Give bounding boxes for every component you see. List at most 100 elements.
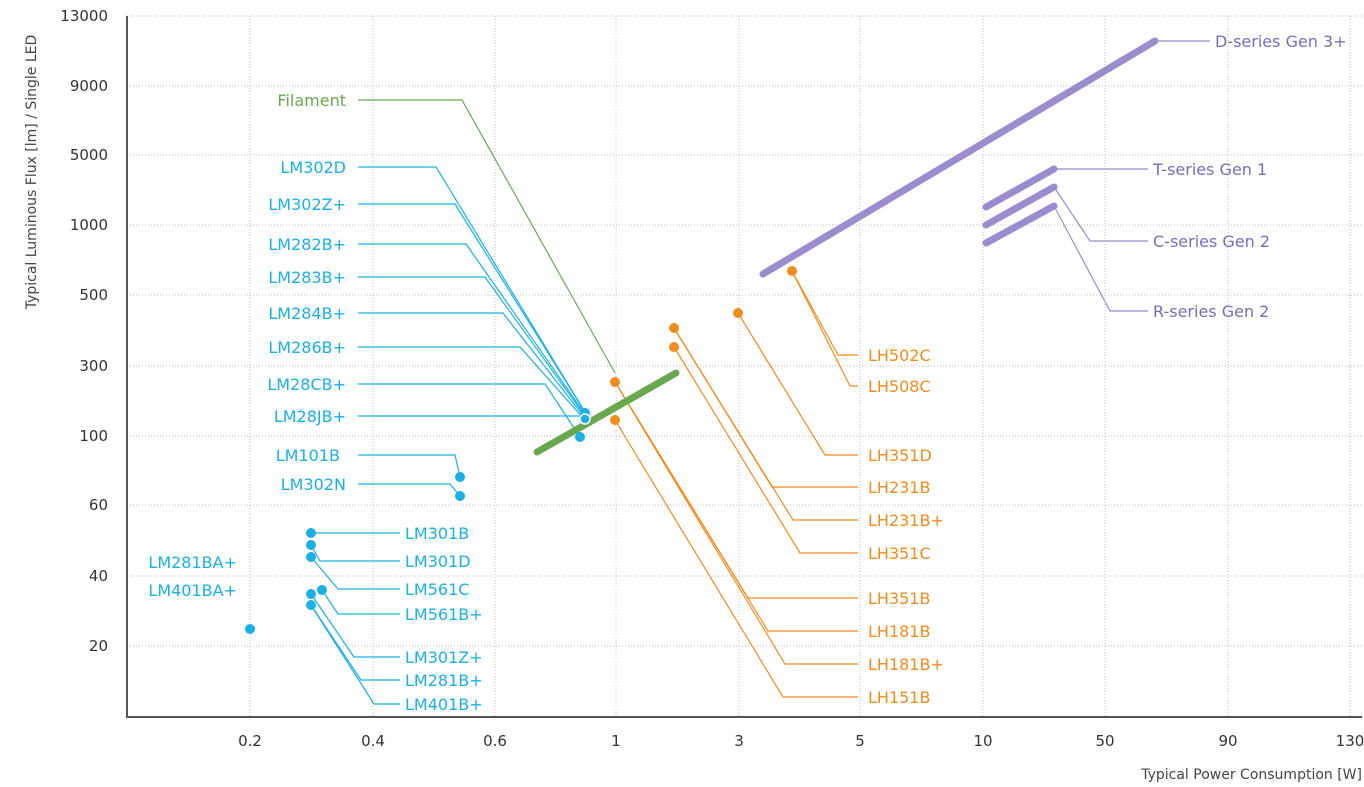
- lm284b-leader: [358, 312, 586, 419]
- lh181b-label: LH181B: [868, 622, 930, 641]
- x-axis-title: Typical Power Consumption [W]: [1140, 767, 1362, 783]
- lm301z-point: [306, 589, 316, 599]
- lm281b-point: [306, 600, 316, 610]
- lm284b-label: LM284B+: [268, 304, 346, 323]
- lh351d-leader: [737, 312, 858, 456]
- x-tick-label: 1: [611, 732, 621, 750]
- leader-lines: [310, 40, 1210, 705]
- lm101b-label: LM101B: [276, 446, 340, 465]
- r-series-leader: [1053, 205, 1148, 312]
- lm302n-leader: [358, 483, 461, 497]
- lm283b-label: LM283B+: [268, 268, 346, 287]
- axes: [126, 16, 1362, 718]
- lm302n-point: [455, 491, 465, 501]
- tick-labels: 0.2 0.4 0.6 1 3 5 10 50 90 130 13000 9000 5000 1000 50…: [60, 7, 1364, 750]
- lh231b-point: [669, 323, 679, 333]
- filament-bar: [533, 369, 680, 456]
- lm28x-cluster-point: [579, 413, 591, 425]
- c-series-bar: [982, 183, 1058, 229]
- lm401b-leader: [310, 604, 400, 705]
- lh351c-point: [669, 342, 679, 352]
- x-tick-label: 0.4: [361, 732, 385, 750]
- lh151b-point: [610, 415, 620, 425]
- lm301z-leader: [310, 593, 400, 658]
- lm282b-label: LM282B+: [268, 235, 346, 254]
- x-tick-label: 10: [973, 732, 992, 750]
- x-tick-label: 50: [1095, 732, 1114, 750]
- x-tick-label: 5: [855, 732, 865, 750]
- y-tick-label: 13000: [60, 7, 108, 25]
- lm301b-point: [306, 528, 316, 538]
- lm101b-leader: [358, 454, 461, 478]
- grid: [127, 15, 1362, 717]
- lh231bp-label: LH231B+: [868, 511, 944, 530]
- y-tick-label: 500: [79, 286, 108, 304]
- data-labels: Filament D-series Gen 3+ T-series Gen 1 C-s…: [148, 32, 1346, 714]
- y-axis-title: Typical Luminous Flux [lm] / Single LED: [24, 35, 40, 311]
- lh508c-label: LH508C: [868, 377, 931, 396]
- lm302z-leader: [358, 203, 586, 413]
- lh181bp-label: LH181B+: [868, 655, 944, 674]
- y-tick-label: 1000: [70, 216, 108, 234]
- lh181b-point: [610, 377, 620, 387]
- x-tick-label: 0.2: [238, 732, 262, 750]
- range-bars: [533, 37, 1159, 456]
- data-points: [245, 266, 797, 634]
- y-tick-label: 60: [89, 496, 108, 514]
- x-tick-label: 90: [1218, 732, 1237, 750]
- y-tick-label: 5000: [70, 146, 108, 164]
- y-tick-label: 40: [89, 567, 108, 585]
- lh151b-label: LH151B: [868, 688, 930, 707]
- lm286b-label: LM286B+: [268, 338, 346, 357]
- lm561c-point: [306, 552, 316, 562]
- lm302z-label: LM302Z+: [268, 195, 346, 214]
- lh502c-point: [787, 266, 797, 276]
- lh351d-label: LH351D: [868, 446, 932, 465]
- c-series-leader: [1053, 186, 1148, 242]
- x-tick-label: 3: [734, 732, 744, 750]
- lm301d-point: [306, 540, 316, 550]
- r-series-label: R-series Gen 2: [1153, 302, 1269, 321]
- lm101b-point: [455, 472, 465, 482]
- d-series-label: D-series Gen 3+: [1215, 32, 1347, 51]
- x-tick-label: 130: [1336, 732, 1364, 750]
- d-series-bar: [759, 37, 1159, 278]
- lm28cb-label: LM28CB+: [267, 375, 346, 394]
- lh351c-label: LH351C: [868, 544, 931, 563]
- c-series-label: C-series Gen 2: [1153, 232, 1270, 251]
- y-tick-label: 300: [79, 357, 108, 375]
- lm302d-label: LM302D: [280, 158, 346, 177]
- lh351d-point: [733, 308, 743, 318]
- t-series-label: T-series Gen 1: [1152, 160, 1267, 179]
- lh231bp-leader: [673, 327, 858, 521]
- lm28cb-leader: [358, 383, 581, 438]
- y-tick-label: 100: [79, 427, 108, 445]
- lh151b-leader: [614, 419, 858, 698]
- lh508c-leader: [791, 270, 858, 387]
- lm561c-label: LM561C: [405, 580, 469, 599]
- y-tick-label: 20: [89, 637, 108, 655]
- lm281b-leader: [310, 604, 400, 681]
- lm561b-leader: [321, 589, 400, 615]
- lm301z-label: LM301Z+: [405, 648, 483, 667]
- lh181b-leader: [614, 381, 858, 632]
- lh231b-label: LH231B: [868, 478, 930, 497]
- t-series-bar: [982, 165, 1058, 211]
- lm281ba-point: [245, 624, 255, 634]
- filament-label: Filament: [277, 91, 346, 110]
- lh351b-leader: [614, 381, 858, 599]
- lm281b-label: LM281B+: [405, 671, 483, 690]
- lh502c-label: LH502C: [868, 346, 931, 365]
- lm302d-leader: [358, 166, 586, 413]
- lm301b-label: LM301B: [405, 524, 469, 543]
- filament-leader: [358, 99, 616, 374]
- lm401ba-label: LM401BA+: [148, 581, 237, 600]
- lm301d-leader: [310, 544, 400, 562]
- lh351b-label: LH351B: [868, 589, 930, 608]
- lm561b-label: LM561B+: [405, 605, 483, 624]
- y-tick-label: 9000: [70, 77, 108, 95]
- r-series-bar: [982, 202, 1058, 247]
- lm301d-label: LM301D: [405, 552, 471, 571]
- lm282b-leader: [358, 243, 586, 415]
